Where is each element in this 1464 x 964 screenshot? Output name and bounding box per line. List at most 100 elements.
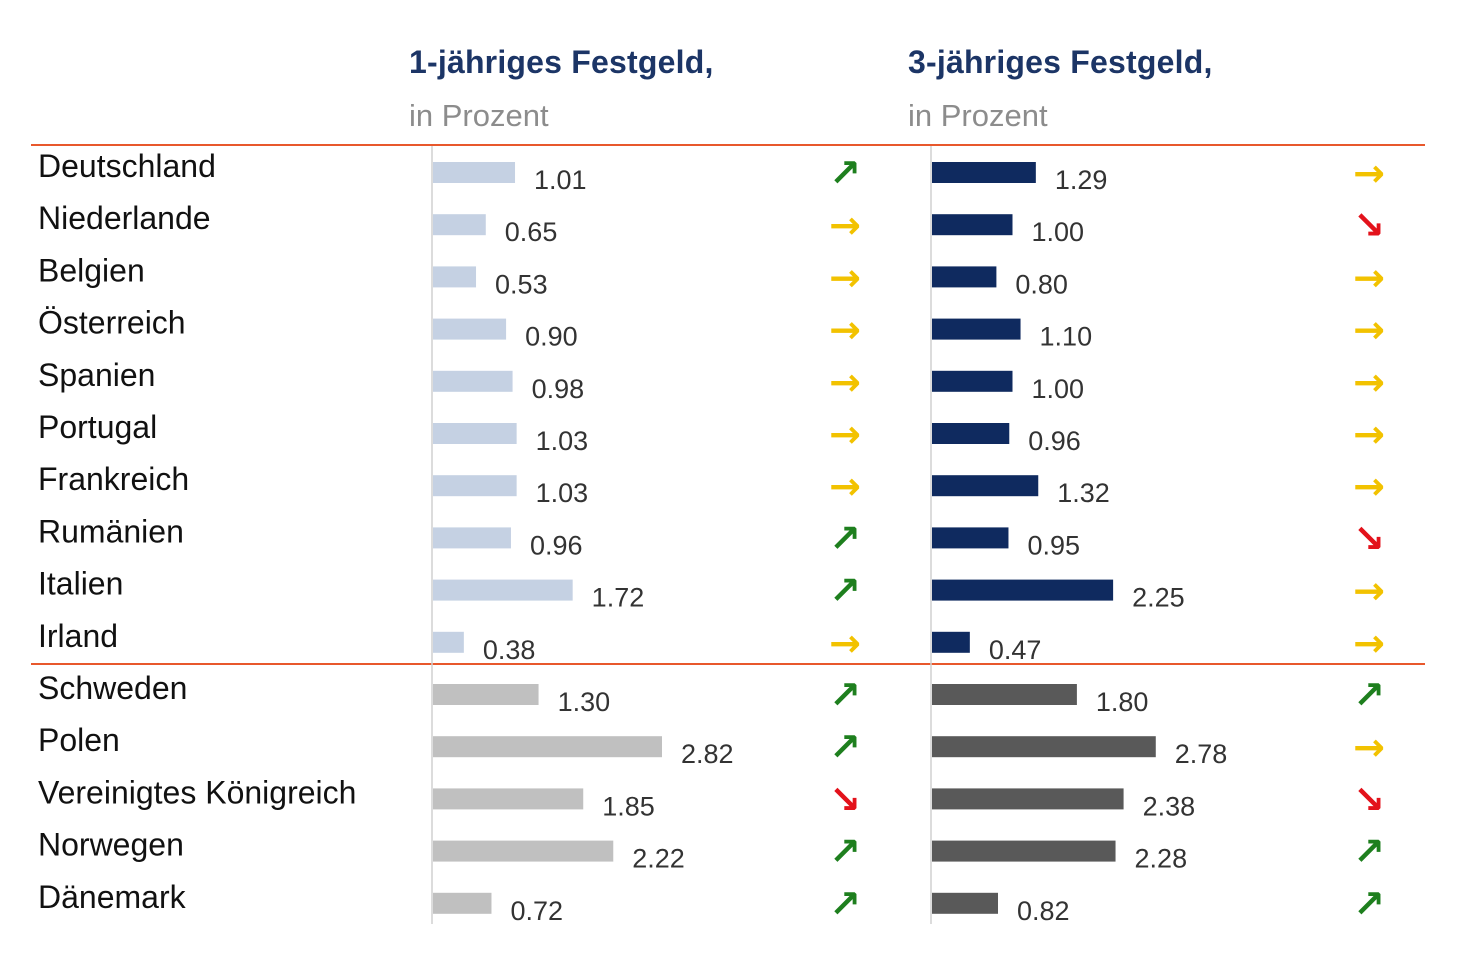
country-label: Belgien <box>38 252 145 288</box>
series-2-value-label: 0.80 <box>1015 269 1068 299</box>
arrow-right-icon: → <box>829 621 861 665</box>
plot-area: Deutschland 1.01 ↗ 1.29 → Niederlande 0.65 → 1.0… <box>31 144 1425 926</box>
series-1-value-label: 0.90 <box>525 322 578 352</box>
series-2-bar <box>932 475 1039 497</box>
arrow-up-right-icon: ↗ <box>829 569 861 613</box>
series-2-value-label: 2.38 <box>1143 791 1196 821</box>
country-label: Niederlande <box>38 200 211 236</box>
country-label: Portugal <box>38 409 157 445</box>
series-1-bar <box>433 162 516 183</box>
series-1-bar <box>433 736 662 758</box>
arrow-right-icon: → <box>829 308 861 352</box>
series-2-value-label: 1.80 <box>1096 687 1149 717</box>
series-1-value-label: 2.82 <box>681 739 734 769</box>
series-2-bar <box>932 736 1156 758</box>
series-2-value-label: 1.29 <box>1055 165 1108 195</box>
arrow-right-icon: → <box>829 255 861 299</box>
arrow-right-icon: → <box>829 203 861 247</box>
series-1-value-label: 1.01 <box>534 165 587 195</box>
series-2-value-label: 1.00 <box>1031 374 1084 404</box>
series-1-value-label: 0.96 <box>530 530 583 560</box>
arrow-right-icon: → <box>1353 255 1385 299</box>
series-1-bar <box>433 840 614 862</box>
series-1-bar <box>433 370 513 392</box>
series-1-value-label: 1.85 <box>602 791 655 821</box>
series-2-bar <box>932 684 1077 705</box>
series-1-bar <box>433 266 477 288</box>
series-2-bar <box>932 162 1036 183</box>
arrow-down-right-icon: ↘ <box>829 777 861 821</box>
arrow-down-right-icon: ↘ <box>1353 777 1385 821</box>
series-2-value-label: 0.47 <box>989 635 1042 665</box>
series-1-value-label: 1.72 <box>592 583 645 613</box>
arrow-down-right-icon: ↘ <box>1353 203 1385 247</box>
series-2-bar <box>932 423 1010 444</box>
series-2-value-label: 0.82 <box>1017 896 1070 926</box>
series-2-bar <box>932 892 999 914</box>
series-1-value-label: 1.03 <box>536 426 589 456</box>
series-1-value-label: 1.03 <box>536 478 589 508</box>
series-1-value-label: 2.22 <box>632 844 685 874</box>
series-2-bar <box>932 214 1013 236</box>
series-2-bar <box>932 318 1021 340</box>
series-2-value-label: 0.95 <box>1027 530 1080 560</box>
series-2-value-label: 1.10 <box>1040 322 1093 352</box>
series-2-bar <box>932 631 970 653</box>
series-1-bar <box>433 788 584 810</box>
series-1-value-label: 0.98 <box>532 374 585 404</box>
series-2-value-label: 2.78 <box>1175 739 1228 769</box>
series-1-value-label: 1.30 <box>558 687 611 717</box>
country-label: Italien <box>38 566 123 602</box>
arrow-right-icon: → <box>1353 412 1385 456</box>
series-1-bar <box>433 214 486 236</box>
series-1-subtitle: in Prozent <box>409 98 549 133</box>
arrow-right-icon: → <box>1353 725 1385 769</box>
series-1-bar <box>433 684 539 705</box>
series-2-bar <box>932 579 1114 601</box>
series-1-bar <box>433 423 517 444</box>
arrow-right-icon: → <box>829 412 861 456</box>
arrow-up-right-icon: ↗ <box>829 882 861 926</box>
country-label: Polen <box>38 722 120 758</box>
series-1-value-label: 0.38 <box>483 635 536 665</box>
country-label: Irland <box>38 618 118 654</box>
series-2-bar <box>932 370 1013 392</box>
series-2-subtitle: in Prozent <box>908 98 1048 133</box>
arrow-up-right-icon: ↗ <box>829 516 861 560</box>
series-2-value-label: 0.96 <box>1028 426 1081 456</box>
series-2-bar <box>932 266 997 288</box>
country-label: Vereinigtes Königreich <box>38 774 356 810</box>
arrow-right-icon: → <box>1353 360 1385 404</box>
arrow-up-right-icon: ↗ <box>829 673 861 717</box>
arrow-up-right-icon: ↗ <box>829 830 861 874</box>
series-1-bar <box>433 475 517 497</box>
series-2-title: 3-jähriges Festgeld, <box>908 44 1213 80</box>
arrow-right-icon: → <box>1353 308 1385 352</box>
country-label: Schweden <box>38 670 187 706</box>
series-2-bar <box>932 788 1124 810</box>
series-2-bar <box>932 840 1116 862</box>
arrow-right-icon: → <box>1353 569 1385 613</box>
series-2-value-label: 1.32 <box>1057 478 1110 508</box>
arrow-up-right-icon: ↗ <box>1353 673 1385 717</box>
country-label: Dänemark <box>38 879 187 915</box>
series-1-title: 1-jähriges Festgeld, <box>409 44 714 80</box>
country-label: Rumänien <box>38 513 184 549</box>
series-2-bar <box>932 527 1009 549</box>
country-label: Spanien <box>38 357 155 393</box>
country-label: Österreich <box>38 305 186 341</box>
arrow-up-right-icon: ↗ <box>1353 882 1385 926</box>
series-1-bar <box>433 527 511 549</box>
country-label: Norwegen <box>38 827 184 863</box>
arrow-right-icon: → <box>829 360 861 404</box>
series-1-value-label: 0.65 <box>505 217 558 247</box>
series-2-value-label: 2.25 <box>1132 583 1185 613</box>
arrow-right-icon: → <box>1353 151 1385 195</box>
arrow-up-right-icon: ↗ <box>1353 830 1385 874</box>
series-2-value-label: 1.00 <box>1031 217 1084 247</box>
country-label: Frankreich <box>38 461 189 497</box>
series-1-value-label: 0.72 <box>510 896 563 926</box>
series-1-value-label: 0.53 <box>495 269 548 299</box>
series-1-bar <box>433 892 492 914</box>
